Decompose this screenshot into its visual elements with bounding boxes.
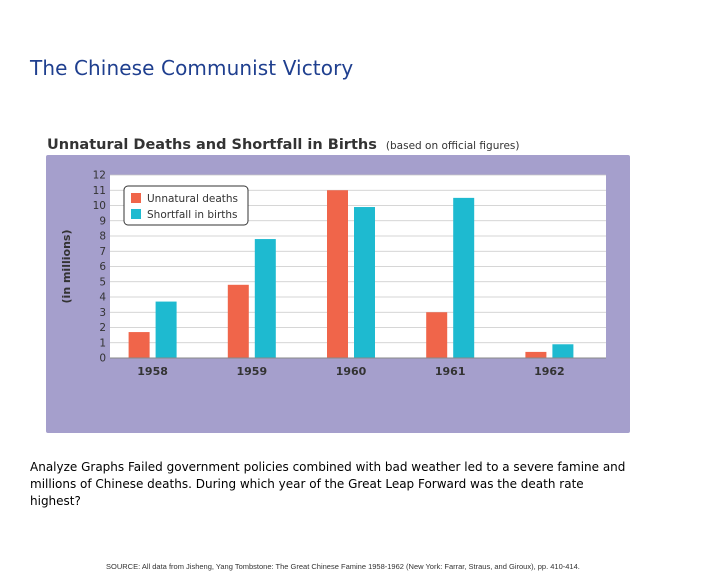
- legend-swatch: [131, 193, 141, 203]
- bar-unnatural-deaths: [327, 190, 348, 358]
- chart-panel: 0 1 2 3 4 5 6 7 8 9 10 11 12 (in millions) 1958 1959 196…: [46, 155, 630, 571]
- legend-swatch: [131, 209, 141, 219]
- y-tick-label: 5: [99, 276, 106, 288]
- x-tick-label: 1962: [534, 365, 565, 378]
- y-tick-label: 12: [93, 170, 106, 182]
- y-tick-label: 10: [93, 200, 106, 212]
- legend-box: [123, 185, 249, 226]
- bar-unnatural-deaths: [227, 284, 249, 358]
- y-tick-label: 9: [99, 215, 106, 227]
- legend-label: Shortfall in births: [147, 209, 238, 221]
- y-tick-label: 7: [99, 246, 106, 258]
- slide-title: The Chinese Communist Victory: [30, 56, 354, 80]
- x-tick-label: 1959: [236, 365, 267, 378]
- y-tick-label: 8: [99, 231, 106, 243]
- bar-unnatural-deaths: [426, 312, 448, 358]
- y-tick-label: 6: [99, 261, 106, 273]
- legend-label: Unnatural deaths: [147, 193, 238, 205]
- y-tick-label: 11: [93, 185, 106, 197]
- chart-source: SOURCE: All data from Jisheng, Yang Tomb…: [106, 562, 580, 571]
- bar-shortfall-in-births: [552, 344, 574, 358]
- chart-subtitle: (based on official figures): [385, 140, 520, 152]
- chart-title: Unnatural Deaths and Shortfall in Births: [47, 137, 377, 153]
- bar-shortfall-in-births: [453, 197, 475, 358]
- bar-unnatural-deaths: [128, 332, 150, 358]
- y-tick-label: 4: [99, 292, 106, 304]
- y-tick-label: 2: [99, 322, 106, 334]
- x-tick-label: 1960: [336, 365, 367, 378]
- bar-unnatural-deaths: [525, 351, 547, 358]
- slide-caption: Analyze Graphs Failed government policie…: [30, 460, 626, 508]
- x-tick-label: 1958: [137, 365, 168, 378]
- bar-shortfall-in-births: [254, 239, 276, 358]
- y-tick-label: 0: [99, 353, 106, 365]
- y-axis-label: (in millions): [60, 230, 73, 304]
- y-tick-label: 1: [99, 337, 106, 349]
- bar-shortfall-in-births: [354, 207, 375, 358]
- bar-shortfall-in-births: [155, 301, 177, 358]
- y-tick-label: 3: [99, 307, 106, 319]
- chart-title-block: Unnatural Deaths and Shortfall in Births…: [47, 134, 519, 153]
- x-tick-label: 1961: [435, 365, 466, 378]
